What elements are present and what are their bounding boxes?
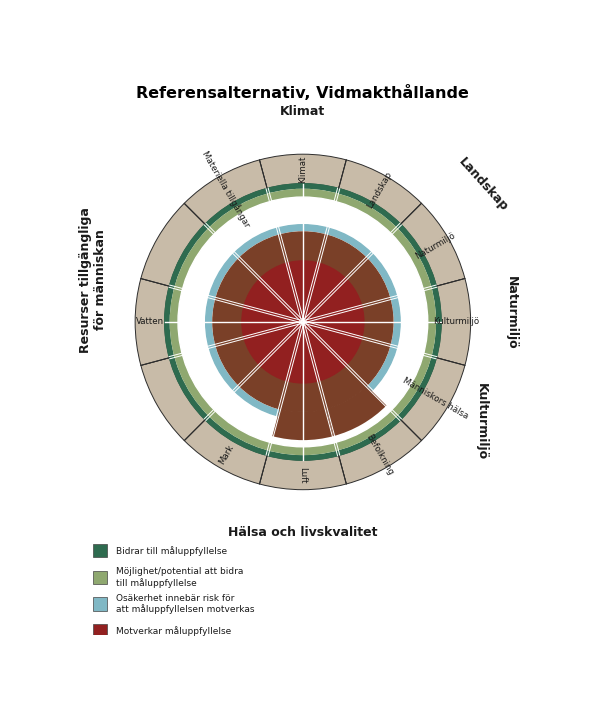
Wedge shape bbox=[339, 160, 421, 224]
Circle shape bbox=[170, 190, 436, 454]
Text: Landskap: Landskap bbox=[365, 170, 394, 210]
Text: Bidrar till måluppfyllelse: Bidrar till måluppfyllelse bbox=[116, 545, 227, 555]
Bar bbox=[93, 597, 106, 611]
Text: Landskap: Landskap bbox=[456, 155, 510, 214]
Text: Naturmiljö: Naturmiljö bbox=[414, 230, 457, 260]
Wedge shape bbox=[135, 279, 170, 365]
Wedge shape bbox=[436, 279, 470, 365]
Bar bbox=[93, 570, 106, 584]
Circle shape bbox=[165, 184, 441, 460]
Wedge shape bbox=[141, 358, 205, 441]
Text: Hälsa och livskvalitet: Hälsa och livskvalitet bbox=[228, 526, 378, 539]
Wedge shape bbox=[184, 420, 267, 484]
Text: Osäkerhet innebär risk för
att måluppfyllelsen motverkas: Osäkerhet innebär risk för att måluppfyl… bbox=[116, 594, 255, 615]
Circle shape bbox=[178, 197, 428, 447]
Circle shape bbox=[213, 232, 393, 412]
Circle shape bbox=[213, 232, 393, 412]
Text: Vatten: Vatten bbox=[136, 317, 164, 327]
Circle shape bbox=[206, 225, 400, 419]
Text: Klimat: Klimat bbox=[280, 105, 326, 118]
Text: Kulturmiljö: Kulturmiljö bbox=[475, 382, 488, 460]
Wedge shape bbox=[259, 456, 346, 490]
Text: Motverkar måluppfyllelse: Motverkar måluppfyllelse bbox=[116, 626, 231, 636]
Text: Materiella tillgångar: Materiella tillgångar bbox=[200, 150, 252, 230]
Text: Möjlighet/potential att bidra
till måluppfyllelse: Möjlighet/potential att bidra till målup… bbox=[116, 567, 243, 588]
Circle shape bbox=[213, 232, 393, 412]
Wedge shape bbox=[339, 420, 421, 484]
Text: Klimat: Klimat bbox=[298, 155, 307, 183]
Wedge shape bbox=[259, 154, 346, 188]
Text: Naturmiljö: Naturmiljö bbox=[505, 276, 518, 349]
Text: Resurser tillgängliga
för människan: Resurser tillgängliga för människan bbox=[79, 207, 107, 353]
Text: Luft: Luft bbox=[298, 467, 307, 483]
Bar bbox=[93, 544, 106, 558]
Wedge shape bbox=[401, 358, 465, 441]
Wedge shape bbox=[272, 409, 333, 440]
Wedge shape bbox=[326, 386, 387, 436]
Wedge shape bbox=[141, 203, 205, 286]
Text: Referensalternativ, Vidmakthållande: Referensalternativ, Vidmakthållande bbox=[137, 85, 469, 101]
Circle shape bbox=[170, 190, 436, 454]
Wedge shape bbox=[401, 203, 465, 286]
Text: Mark: Mark bbox=[217, 443, 236, 466]
Text: Kulturmiljö: Kulturmiljö bbox=[433, 317, 479, 327]
Wedge shape bbox=[184, 160, 267, 224]
Text: Människors hälsa: Människors hälsa bbox=[401, 376, 470, 421]
Circle shape bbox=[242, 261, 364, 383]
Text: Befolkning: Befolkning bbox=[364, 432, 395, 476]
Bar bbox=[93, 624, 106, 637]
